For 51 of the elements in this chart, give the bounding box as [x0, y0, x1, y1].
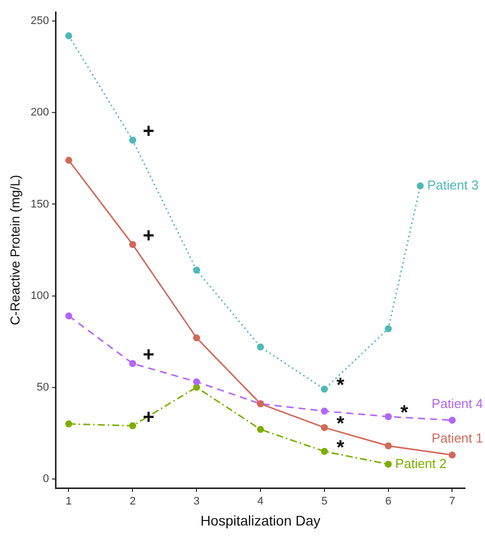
x-tick-label: 3 — [194, 496, 200, 508]
annotation: + — [142, 406, 154, 428]
point — [129, 241, 136, 248]
annotation: + — [142, 225, 154, 248]
point — [193, 266, 200, 274]
x-tick-label: 2 — [130, 496, 136, 508]
point — [65, 312, 72, 320]
y-tick-label: 0 — [42, 472, 49, 485]
point — [193, 378, 200, 386]
point — [256, 426, 264, 433]
annotation: * — [336, 374, 344, 397]
annotation: * — [400, 402, 408, 424]
series-label: Patient 2 — [395, 456, 447, 471]
point — [448, 416, 456, 424]
series-label: Patient 1 — [432, 430, 483, 446]
point — [384, 325, 392, 332]
x-tick-label: 7 — [449, 496, 456, 508]
x-tick-label: 1 — [66, 496, 72, 508]
point — [65, 32, 72, 40]
point — [320, 386, 328, 393]
annotation: + — [142, 120, 154, 143]
point — [416, 182, 424, 190]
point — [129, 422, 136, 430]
point — [384, 442, 392, 450]
point — [129, 136, 136, 144]
y-axis-title: C-Reactive Protein (mg/L) — [7, 174, 22, 326]
series-label: Patient 4 — [432, 396, 483, 411]
point — [384, 460, 392, 468]
point — [256, 344, 264, 351]
annotation: * — [336, 413, 344, 436]
point — [320, 408, 328, 415]
point — [448, 452, 456, 459]
y-tick-label: 150 — [30, 198, 49, 210]
x-axis-title: Hospitalization Day — [200, 512, 320, 528]
y-tick-label: 250 — [30, 15, 49, 28]
y-tick-label: 200 — [30, 106, 49, 119]
point — [65, 420, 72, 428]
point — [65, 156, 72, 164]
series-label: Patient 3 — [427, 178, 479, 192]
annotation: * — [336, 436, 344, 459]
x-tick-label: 5 — [321, 496, 328, 508]
y-tick-label: 100 — [30, 290, 49, 302]
x-tick-label: 4 — [257, 496, 264, 508]
y-tick-label: 50 — [36, 381, 49, 394]
point — [320, 424, 328, 432]
point — [320, 448, 328, 455]
point — [384, 413, 392, 420]
point — [129, 360, 136, 368]
x-tick-label: 6 — [385, 496, 392, 508]
point — [193, 334, 200, 342]
annotation: + — [142, 344, 154, 366]
